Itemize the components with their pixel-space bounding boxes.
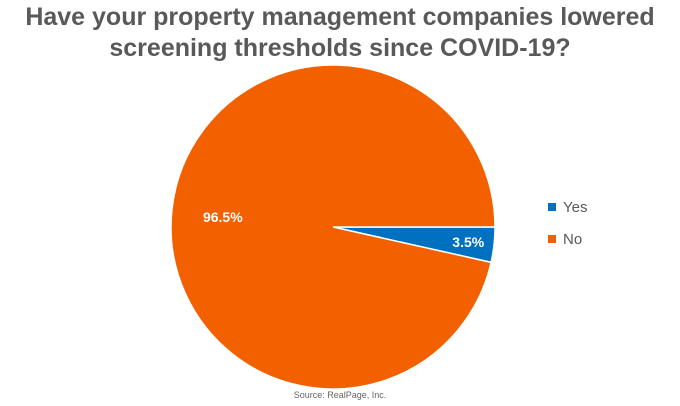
chart-legend: Yes No <box>548 199 587 248</box>
legend-label-yes: Yes <box>563 199 587 216</box>
data-label-yes: 3.5% <box>452 234 484 250</box>
source-note: Source: RealPage, Inc. <box>293 390 387 400</box>
data-label-no: 96.5% <box>203 209 243 225</box>
chart-title: Have your property management companies … <box>0 2 680 64</box>
legend-swatch-no <box>548 235 556 243</box>
pie-slices <box>170 64 496 390</box>
pie-slice-no <box>170 64 496 390</box>
legend-label-no: No <box>563 231 582 248</box>
chart-title-line-1: Have your property management companies … <box>25 3 655 31</box>
legend-swatch-yes <box>548 203 556 211</box>
pie-data-labels: 3.5% 96.5% <box>203 209 485 250</box>
chart-title-line-2: screening thresholds since COVID-19? <box>109 34 571 62</box>
